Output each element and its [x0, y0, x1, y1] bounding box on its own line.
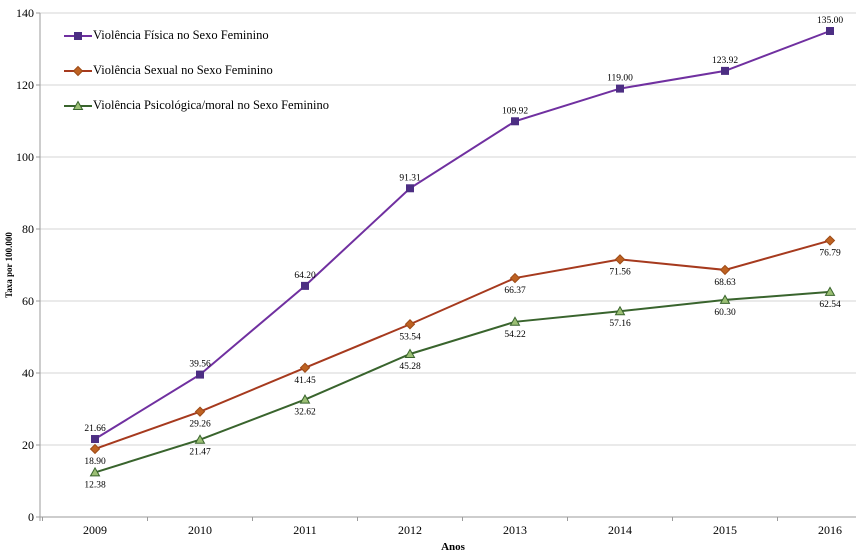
- x-tick-label: 2014: [608, 523, 632, 537]
- data-point-label: 91.31: [399, 173, 421, 183]
- series-lines: [89, 27, 836, 477]
- x-tick-label: 2013: [503, 523, 527, 537]
- data-point-marker: [91, 435, 99, 444]
- data-point-label: 54.22: [504, 330, 526, 340]
- data-point-label: 76.79: [819, 249, 841, 259]
- data-point-marker: [194, 434, 206, 444]
- x-axis-title: Anos: [441, 541, 466, 553]
- data-point-label: 66.37: [504, 286, 526, 296]
- y-tick-label: 140: [16, 6, 34, 20]
- legend-marker-icon: [64, 65, 92, 76]
- data-point-marker: [299, 362, 311, 373]
- data-point-marker: [721, 66, 729, 75]
- axes: 0 20 40 60 80 100 120 140 2009 2010 2011 2012 2013 20…: [16, 6, 856, 537]
- data-point-label: 62.54: [819, 300, 841, 310]
- y-tick-label: 80: [22, 222, 34, 236]
- data-point-label: 21.66: [84, 424, 106, 434]
- data-point-marker: [406, 184, 414, 193]
- x-tick-label: 2009: [83, 523, 107, 537]
- y-tick-label: 40: [22, 366, 34, 380]
- y-tick-label: 0: [28, 510, 34, 524]
- data-point-marker: [404, 319, 416, 330]
- x-tick-label: 2015: [713, 523, 737, 537]
- data-point-marker: [511, 117, 519, 126]
- data-point-label: 71.56: [609, 267, 631, 277]
- data-point-marker: [509, 316, 521, 326]
- data-point-label: 64.20: [294, 271, 316, 281]
- x-tick-label: 2016: [818, 523, 842, 537]
- legend-marker-icon: [64, 99, 92, 110]
- data-point-marker: [719, 294, 731, 304]
- data-point-label: 57.16: [609, 319, 631, 329]
- y-tick-label: 120: [16, 78, 34, 92]
- legend-label: Violência Física no Sexo Feminino: [93, 28, 269, 42]
- data-point-marker: [826, 27, 834, 35]
- data-point-label: 41.45: [294, 376, 316, 386]
- data-point-marker: [194, 406, 206, 417]
- data-point-label: 29.26: [189, 420, 211, 430]
- gridlines: [40, 12, 856, 446]
- data-point-label: 18.90: [84, 457, 106, 467]
- data-point-marker: [616, 84, 624, 93]
- data-point-marker: [301, 281, 309, 290]
- data-point-marker: [614, 254, 626, 265]
- data-point-marker: [299, 394, 311, 404]
- x-tick-label: 2010: [188, 523, 212, 537]
- data-point-label: 39.56: [189, 360, 211, 370]
- data-labels: 21.66 39.56 64.20 91.31 109.92 119.00 123.92 13…: [84, 16, 843, 490]
- data-point-label: 109.92: [502, 106, 528, 116]
- data-point-label: 123.92: [712, 56, 738, 66]
- legend: Violência Física no Sexo Feminino Violênc…: [64, 28, 336, 113]
- y-tick-label: 100: [16, 150, 34, 164]
- legend-label: Violência Sexual no Sexo Feminino: [93, 63, 273, 77]
- data-point-label: 135.00: [817, 16, 843, 26]
- x-tick-label: 2011: [293, 523, 317, 537]
- data-point-label: 12.38: [84, 480, 106, 490]
- legend-marker-icon: [64, 31, 92, 40]
- data-point-marker: [404, 348, 416, 358]
- data-point-marker: [824, 286, 836, 296]
- data-point-label: 60.30: [714, 308, 736, 318]
- series-line-1: [94, 239, 831, 450]
- legend-item-0: Violência Física no Sexo Feminino: [64, 28, 336, 43]
- data-point-marker: [89, 443, 101, 455]
- legend-item-2: Violência Psicológica/moral no Sexo Femi…: [64, 98, 336, 113]
- data-point-label: 53.54: [399, 332, 421, 342]
- y-tick-label: 20: [22, 438, 34, 452]
- data-point-label: 68.63: [714, 278, 736, 288]
- series-line-0: [94, 30, 831, 440]
- legend-label: Violência Psicológica/moral no Sexo Femi…: [93, 98, 330, 112]
- data-point-label: 119.00: [607, 74, 633, 84]
- data-point-marker: [196, 370, 204, 379]
- x-tick-label: 2012: [398, 523, 422, 537]
- series-line-2: [94, 290, 831, 474]
- data-point-label: 45.28: [399, 362, 421, 372]
- data-point-marker: [89, 466, 101, 477]
- data-point-marker: [614, 305, 626, 316]
- data-point-label: 21.47: [189, 448, 211, 458]
- data-point-marker: [509, 272, 521, 284]
- y-axis-title: Taxa por 100.000: [4, 232, 14, 298]
- data-point-label: 32.62: [294, 408, 316, 418]
- legend-item-1: Violência Sexual no Sexo Feminino: [64, 63, 336, 78]
- data-point-marker: [719, 264, 731, 276]
- y-tick-label: 60: [22, 294, 34, 308]
- data-point-marker: [824, 235, 836, 246]
